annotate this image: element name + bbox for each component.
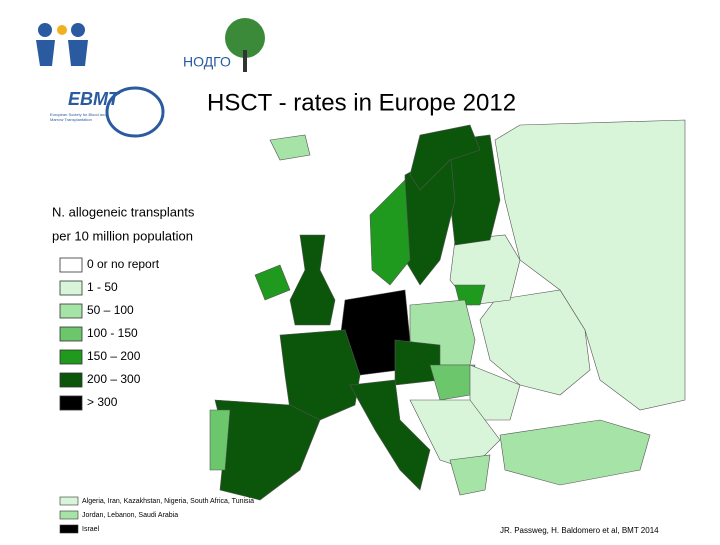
footnote: Algeria, Iran, Kazakhstan, Nigeria, Sout… [59, 496, 254, 534]
legend-label: 150 – 200 [87, 349, 141, 363]
legend-label: 0 or no report [87, 257, 160, 271]
italy [349, 379, 431, 491]
footnote-swatch [59, 496, 79, 506]
title: HSCT - rates in Europe 2012 [207, 89, 516, 116]
kids-logo [36, 23, 88, 66]
ebmt-subtitle-box: European Society for Blood and Marrow Tr… [50, 112, 107, 122]
legend-swatch [59, 326, 83, 342]
footnote-label: Algeria, Iran, Kazakhstan, Nigeria, Sout… [82, 498, 254, 505]
legend-swatch [59, 257, 83, 273]
legend-label: 1 - 50 [87, 280, 118, 294]
norway [369, 179, 411, 286]
balkans [409, 399, 501, 471]
legend-title: per 10 million population [52, 228, 193, 243]
ebmt-text: EBMT [68, 89, 121, 109]
turkey [499, 419, 651, 486]
legend: 0 or no report 1 - 50 50 – 100 100 - 150 150… [59, 257, 160, 411]
legend-title: N. allogeneic transplants [52, 204, 195, 219]
legend-label: 100 - 150 [87, 326, 138, 340]
legend-swatch [59, 349, 83, 365]
ireland [254, 264, 291, 301]
map [209, 119, 686, 501]
legend-label: 50 – 100 [87, 303, 134, 317]
legend-swatch [59, 372, 83, 388]
footnote-swatch [59, 524, 79, 534]
north-scandinavia [409, 124, 481, 191]
footnote-label: Israel [82, 526, 100, 533]
citation: JR. Passweg, H. Baldomero et al, BMT 201… [500, 526, 659, 535]
greece [449, 454, 491, 496]
legend-swatch [59, 395, 83, 411]
ukraine-belarus [479, 289, 591, 396]
iceland [269, 134, 311, 161]
legend-swatch [59, 280, 83, 296]
ngo-logo-text: НОДГО [183, 54, 231, 70]
footnote-label: Jordan, Lebanon, Saudi Arabia [82, 512, 178, 519]
footnote-swatch [59, 510, 79, 520]
portugal [209, 409, 231, 471]
legend-label: 200 – 300 [87, 372, 141, 386]
czechia-austria [394, 339, 441, 386]
ebmt-logo: EBMT European Society for Blood and Marr… [50, 86, 165, 138]
legend-label: > 300 [87, 395, 118, 409]
legend-swatch [59, 303, 83, 319]
tree-logo [225, 18, 265, 72]
france [279, 329, 361, 421]
ebmt-subtitle: European Society for Blood and Marrow Tr… [50, 112, 107, 122]
uk [289, 234, 336, 326]
